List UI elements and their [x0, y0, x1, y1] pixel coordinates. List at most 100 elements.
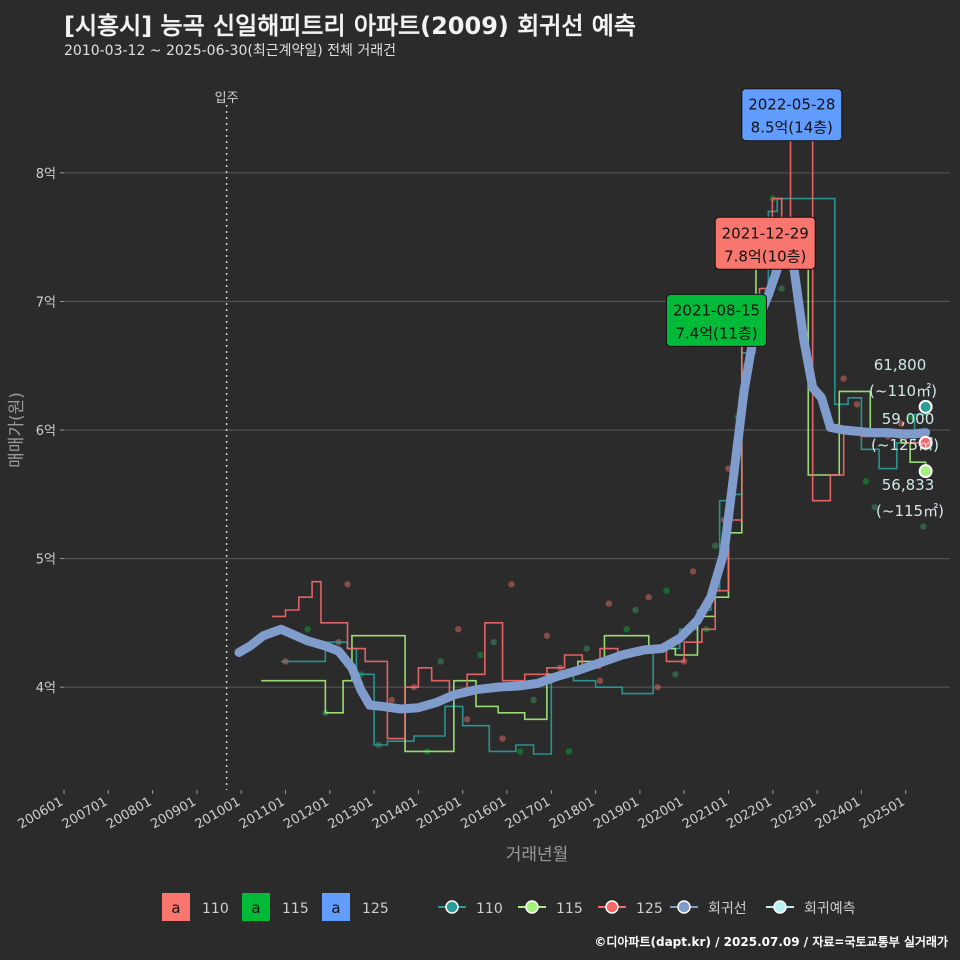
x-tick-label: 202401 — [813, 794, 863, 832]
scatter-point — [645, 593, 652, 601]
end-area: (~125㎡) — [871, 436, 939, 454]
annotation-box — [665, 293, 767, 347]
x-tick-label: 202101 — [680, 794, 730, 832]
scatter-point — [689, 568, 697, 575]
scatter-point — [490, 638, 497, 646]
scatter-point — [583, 645, 590, 652]
end-point-125 — [918, 435, 933, 450]
legend-key-glyph: a — [331, 899, 340, 917]
scatter-point — [778, 285, 785, 292]
scatter-point — [565, 748, 573, 755]
scatter-point — [388, 696, 396, 704]
scatter-point — [530, 696, 537, 704]
x-tick-label: 200601 — [16, 794, 66, 832]
annotations: 2022-05-28 8.5억(14층) 2021-12-29 7.8억(10층) 20… — [665, 88, 944, 520]
x-tick-label: 201401 — [370, 794, 420, 832]
chart-subtitle: 2010-03-12 ~ 2025-06-30(최근계약일) 전체 거래건 — [64, 43, 396, 59]
series-line-110 — [281, 197, 927, 755]
legend-line-dot — [605, 900, 619, 914]
series-lines — [261, 107, 927, 755]
annotation-date: 2022-05-28 — [748, 96, 835, 114]
x-tick-label: 201301 — [326, 794, 376, 832]
legend-key-glyph: a — [251, 899, 260, 917]
y-tick-label: 5억 — [36, 553, 56, 568]
legend-label: 110 — [476, 901, 503, 917]
scatter-point — [862, 478, 870, 485]
scatter-point — [596, 677, 604, 684]
end-point-110 — [918, 399, 933, 414]
scatter-point — [455, 626, 462, 633]
scatter-point — [605, 600, 613, 607]
scatter-point — [508, 581, 515, 588]
x-tick-label: 200901 — [148, 794, 198, 832]
scatter-point — [477, 651, 484, 659]
legend-line-dot — [677, 900, 691, 914]
annotation-price: 7.4억(11층) — [675, 324, 757, 342]
legend-key-glyph: a — [171, 899, 180, 917]
scatter-point — [898, 420, 905, 427]
move-in-label: 입주 — [215, 91, 239, 106]
x-tick-label: 201801 — [547, 794, 597, 832]
x-tick-label: 200701 — [60, 794, 110, 832]
y-axis-title: 매매가(원) — [7, 392, 27, 468]
annotation-price: 7.8억(10층) — [724, 247, 806, 265]
x-tick-label: 202001 — [636, 794, 686, 832]
legend-label: 110 — [202, 901, 229, 917]
x-tick-label: 202201 — [724, 794, 774, 832]
scatter-point — [543, 632, 551, 639]
scatter-point — [623, 626, 630, 633]
regression-line — [234, 226, 931, 714]
legend-line-dot — [773, 900, 787, 914]
legend-key-box — [322, 893, 350, 921]
legend-line-dot — [525, 900, 539, 914]
legend-label: 125 — [362, 901, 389, 917]
x-tick-label: 201001 — [193, 794, 243, 832]
end-area: (~115㎡) — [876, 502, 944, 520]
scatter-point — [906, 413, 914, 421]
end-value: 59,000 — [882, 410, 935, 428]
scatter-point — [920, 523, 927, 530]
x-tick-label: 200801 — [104, 794, 154, 832]
x-tick-label: 201901 — [591, 794, 641, 832]
end-value: 56,833 — [882, 476, 935, 494]
scatter-point — [712, 542, 719, 549]
scatter-point — [437, 658, 444, 665]
y-tick-label: 7억 — [36, 295, 56, 310]
scatter-point — [632, 606, 639, 614]
legend-label: 115 — [556, 901, 583, 917]
scatter-point — [672, 671, 679, 678]
chart-title: [시흥시] 능곡 신일해피트리 아파트(2009) 회귀선 예측 — [64, 12, 636, 40]
x-tick-label: 202301 — [769, 794, 819, 832]
legend-line-dot — [445, 900, 459, 914]
x-tick-label: 201501 — [414, 794, 464, 832]
x-tick-label: 201601 — [459, 794, 509, 832]
legend-label: 회귀선 — [708, 901, 747, 917]
annotation-date: 2021-08-15 — [673, 301, 760, 319]
annotation-date: 2021-12-29 — [722, 224, 809, 242]
end-point-115 — [918, 464, 933, 479]
y-tick-label: 8억 — [36, 167, 56, 182]
legend-label: 회귀예측 — [804, 901, 856, 917]
scatter-point — [654, 683, 661, 691]
legend-key-box — [162, 893, 190, 921]
annotation-price: 8.5억(14층) — [751, 119, 833, 137]
annotation-box — [714, 216, 816, 270]
scatter-point — [663, 587, 670, 594]
end-value: 61,800 — [874, 356, 927, 374]
x-axis-title: 거래년월 — [506, 845, 569, 865]
grid-lines — [64, 172, 950, 688]
scatter-point — [499, 735, 506, 742]
x-tick-label: 202501 — [857, 794, 907, 832]
annotation-box — [741, 88, 843, 142]
regression-path — [234, 226, 931, 714]
legend-label: 115 — [282, 901, 309, 917]
scatter-point — [840, 375, 847, 382]
legend: a 110 a 115 a 125 110 115 125 회귀선 회귀예측 — [162, 893, 856, 921]
x-tick-label: 201101 — [237, 794, 287, 832]
y-tick-label: 4억 — [36, 681, 56, 696]
scatter-point — [304, 626, 311, 633]
x-tick-label: 201701 — [503, 794, 553, 832]
scatter-point — [344, 581, 351, 588]
x-tick-label: 201201 — [281, 794, 331, 832]
